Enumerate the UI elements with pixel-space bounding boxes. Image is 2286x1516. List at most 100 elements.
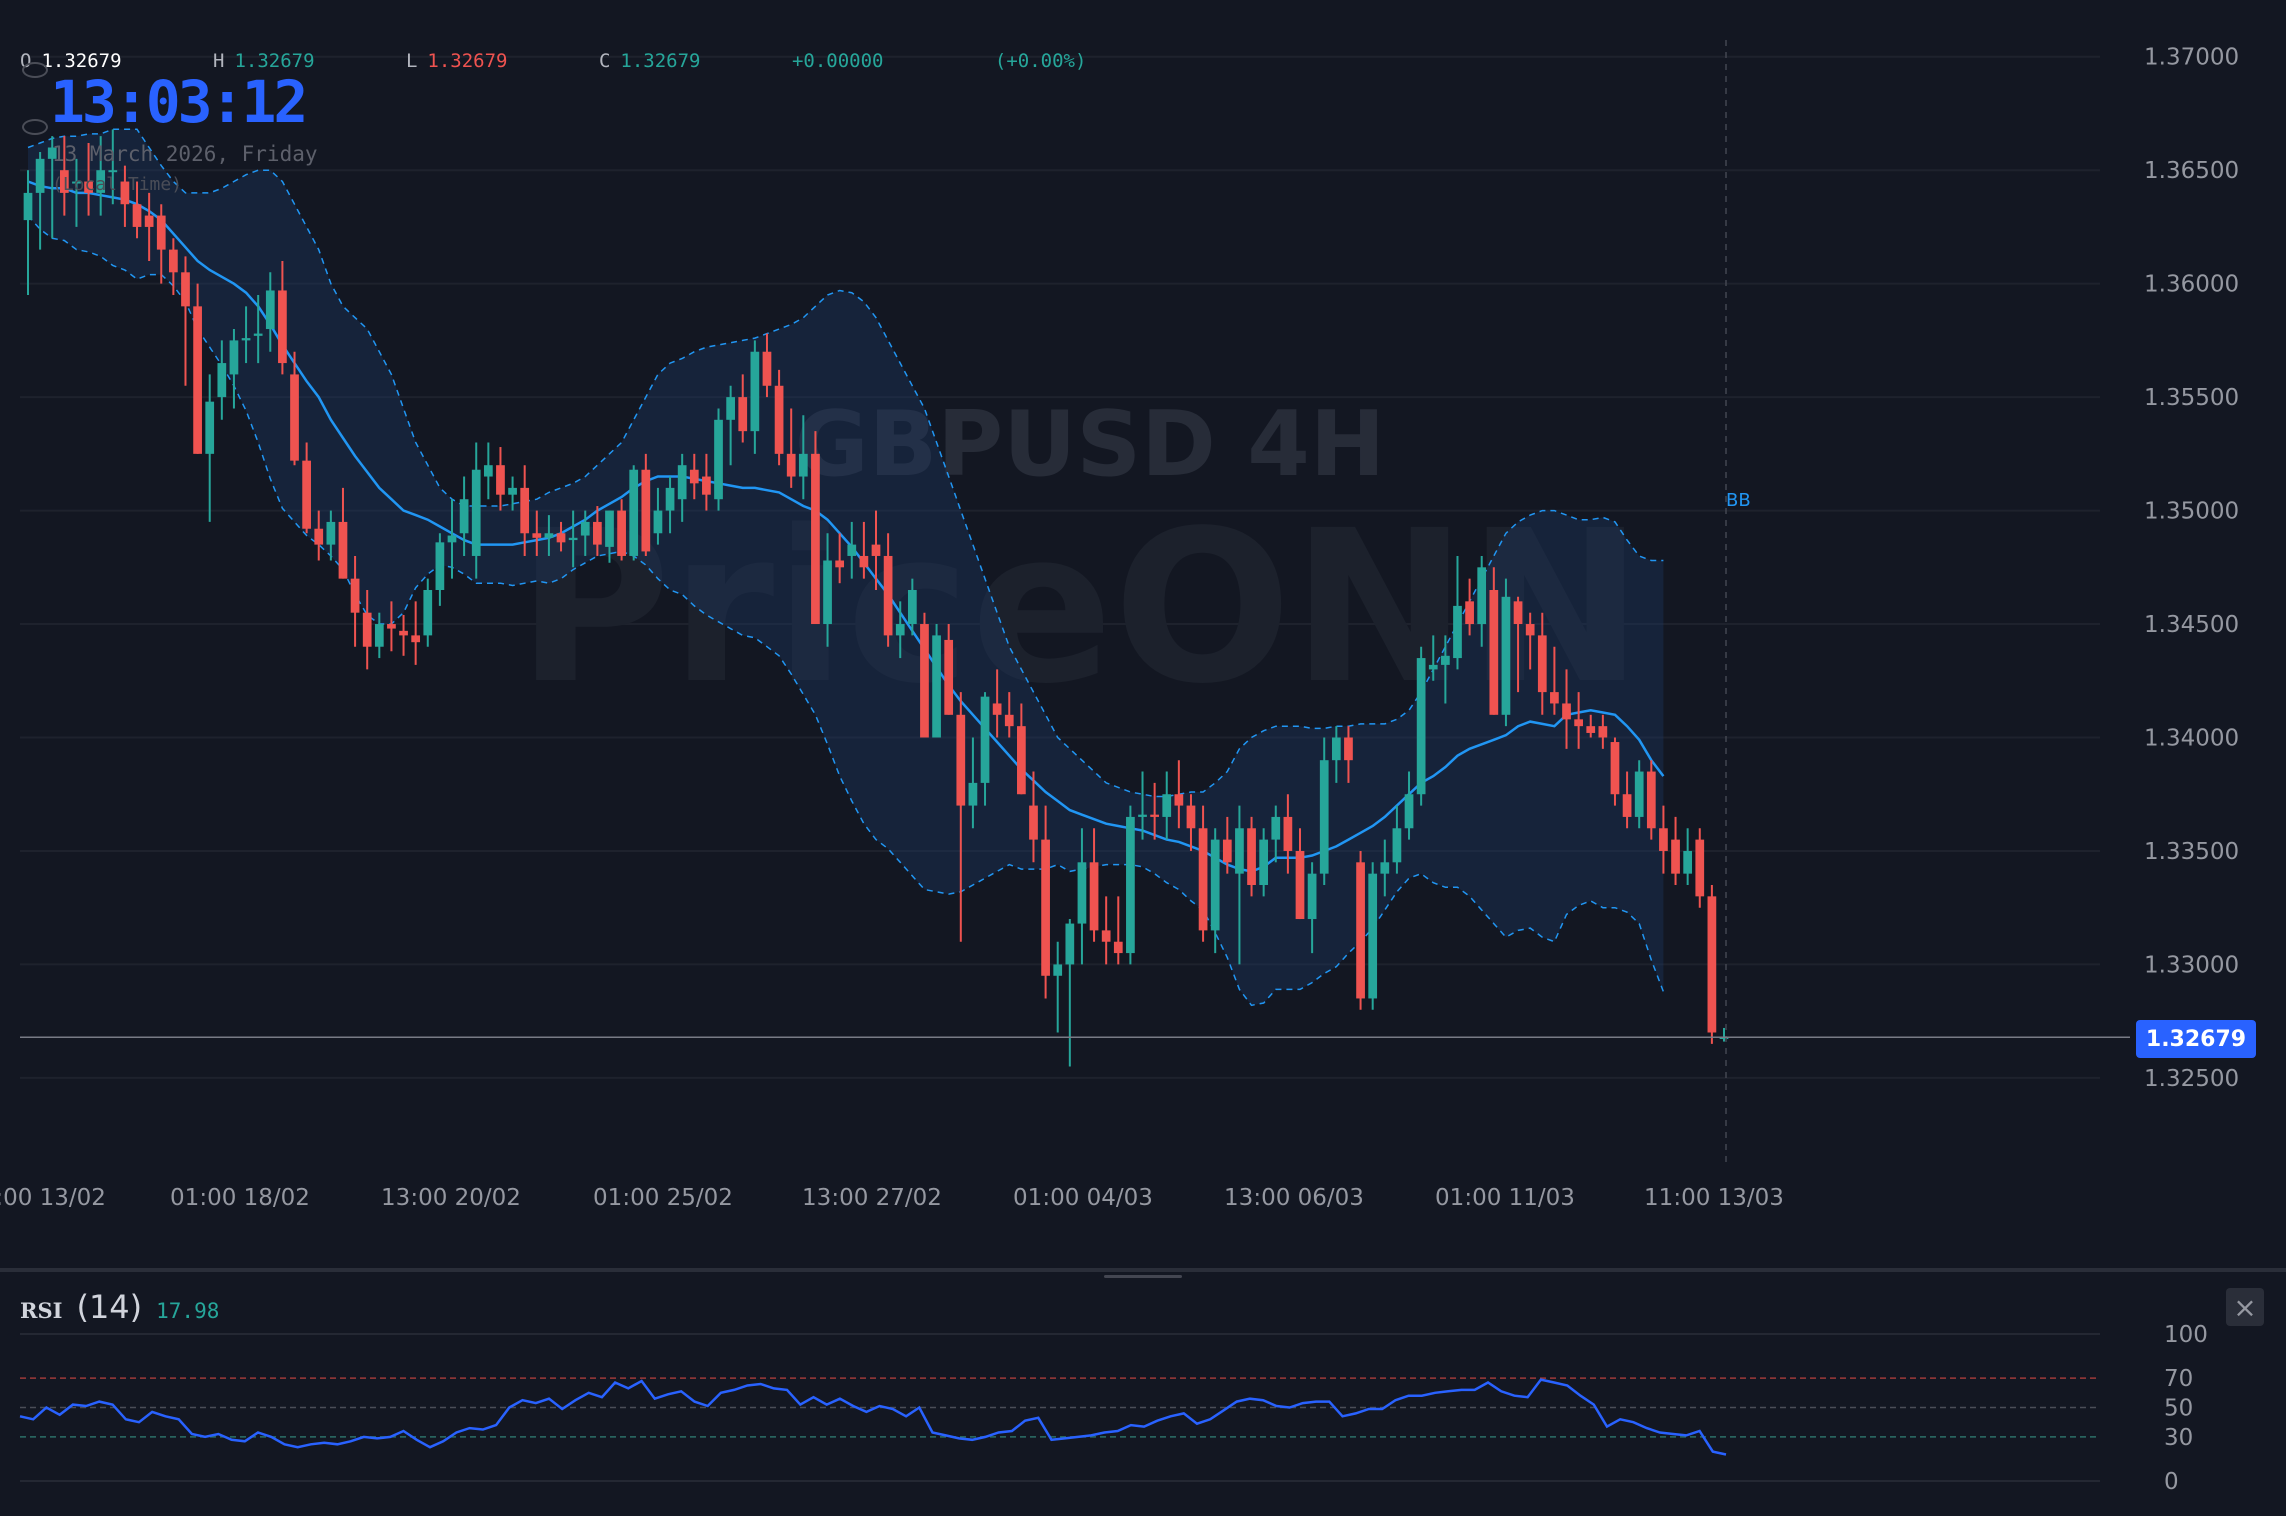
candle-down — [786, 408, 796, 488]
candle-down — [1489, 567, 1499, 715]
candle-down — [811, 431, 820, 625]
candle-up — [980, 692, 990, 806]
candle-up — [907, 578, 917, 636]
bb-indicator-label[interactable]: BB — [1726, 490, 1751, 511]
candle-up — [253, 295, 263, 364]
bb-upper — [27, 128, 1664, 798]
candle-body — [169, 249, 178, 273]
candle-down — [169, 238, 178, 295]
x-tick-label: 01:00 25/02 — [593, 1185, 733, 1211]
x-tick-label: 01:00 04/03 — [1013, 1185, 1153, 1211]
candle-up — [1053, 941, 1063, 1033]
candle-body — [1319, 760, 1329, 874]
candle-down — [956, 692, 966, 942]
candle-body — [447, 535, 457, 543]
candle-body — [1198, 828, 1208, 931]
candlesticks — [23, 129, 1729, 1067]
candle-body — [1477, 567, 1487, 625]
candle-body — [1077, 862, 1087, 924]
candle-body — [1719, 1037, 1729, 1040]
candle-body — [1537, 635, 1547, 693]
candle-down — [641, 453, 651, 556]
candle-body — [714, 419, 723, 500]
candle-up — [265, 272, 275, 352]
candle-body — [1671, 839, 1680, 874]
candle-down — [1029, 771, 1038, 863]
candle-up — [1683, 828, 1693, 885]
candle-body — [205, 401, 215, 454]
candle-down — [883, 533, 893, 647]
candle-up — [568, 510, 578, 568]
candle-up — [677, 453, 687, 522]
candle-down — [689, 453, 699, 500]
candle-up — [823, 533, 832, 647]
rsi-name[interactable]: RSI — [20, 1298, 63, 1323]
candle-up — [23, 170, 33, 295]
pane-divider — [0, 1268, 2286, 1272]
candle-up — [108, 129, 118, 205]
candle-up — [1331, 726, 1341, 783]
close-value: 1.32679 — [620, 50, 701, 72]
candle-down — [1150, 782, 1159, 840]
candle-down — [120, 165, 130, 227]
candle-body — [520, 487, 530, 534]
candle-body — [1186, 805, 1196, 829]
candle-body — [72, 181, 81, 184]
candle-up — [1416, 646, 1426, 806]
bb-fill — [28, 129, 1664, 1006]
candle-down — [835, 533, 845, 584]
candle-body — [702, 476, 711, 495]
candle-body — [1307, 873, 1317, 920]
candle-down — [1671, 816, 1680, 885]
candle-down — [1574, 692, 1583, 749]
candle-down — [314, 510, 324, 561]
rsi-line — [19, 1378, 1727, 1456]
last-price-badge: 1.32679 — [2136, 1020, 2256, 1058]
candle-body — [677, 465, 687, 500]
candle-body — [871, 544, 881, 556]
candle-body — [1562, 703, 1571, 720]
candle-down — [278, 260, 287, 375]
candle-up — [1428, 635, 1438, 681]
visibility-eye-icon[interactable] — [22, 119, 48, 135]
candle-down — [399, 614, 408, 656]
candle-body — [1598, 726, 1608, 738]
rsi-param: (14) — [76, 1288, 143, 1326]
candle-body — [496, 465, 505, 495]
candle-body — [593, 521, 602, 545]
candle-down — [1247, 816, 1256, 897]
candle-down — [1113, 896, 1123, 965]
candle-body — [265, 290, 275, 330]
candle-up — [580, 510, 590, 556]
candle-body — [278, 290, 287, 364]
candle-up — [726, 385, 735, 466]
candle-body — [1017, 726, 1026, 795]
candle-body — [1295, 850, 1305, 920]
candle-body — [1465, 601, 1474, 625]
candle-body — [1126, 816, 1135, 954]
close-pane-button[interactable]: × — [2226, 1288, 2264, 1326]
candle-body — [156, 215, 166, 250]
candle-down — [132, 181, 142, 239]
candle-body — [641, 469, 651, 552]
candle-body — [665, 487, 675, 511]
candle-body — [1683, 850, 1693, 874]
candle-body — [241, 338, 251, 341]
candle-up — [205, 374, 215, 522]
candle-down — [1356, 850, 1365, 1010]
candle-body — [1489, 590, 1499, 715]
visibility-eye-icon[interactable] — [22, 62, 48, 78]
candle-body — [1259, 839, 1269, 885]
close-label: C — [598, 50, 611, 72]
candle-body — [907, 590, 917, 625]
candle-body — [992, 703, 1002, 715]
candle-body — [774, 385, 784, 454]
candle-up — [653, 487, 663, 545]
candle-body — [132, 204, 142, 227]
candle-body — [144, 215, 154, 227]
candle-body — [23, 192, 33, 221]
candle-up — [374, 612, 384, 659]
candle-down — [1659, 805, 1668, 874]
candle-body — [689, 469, 699, 484]
